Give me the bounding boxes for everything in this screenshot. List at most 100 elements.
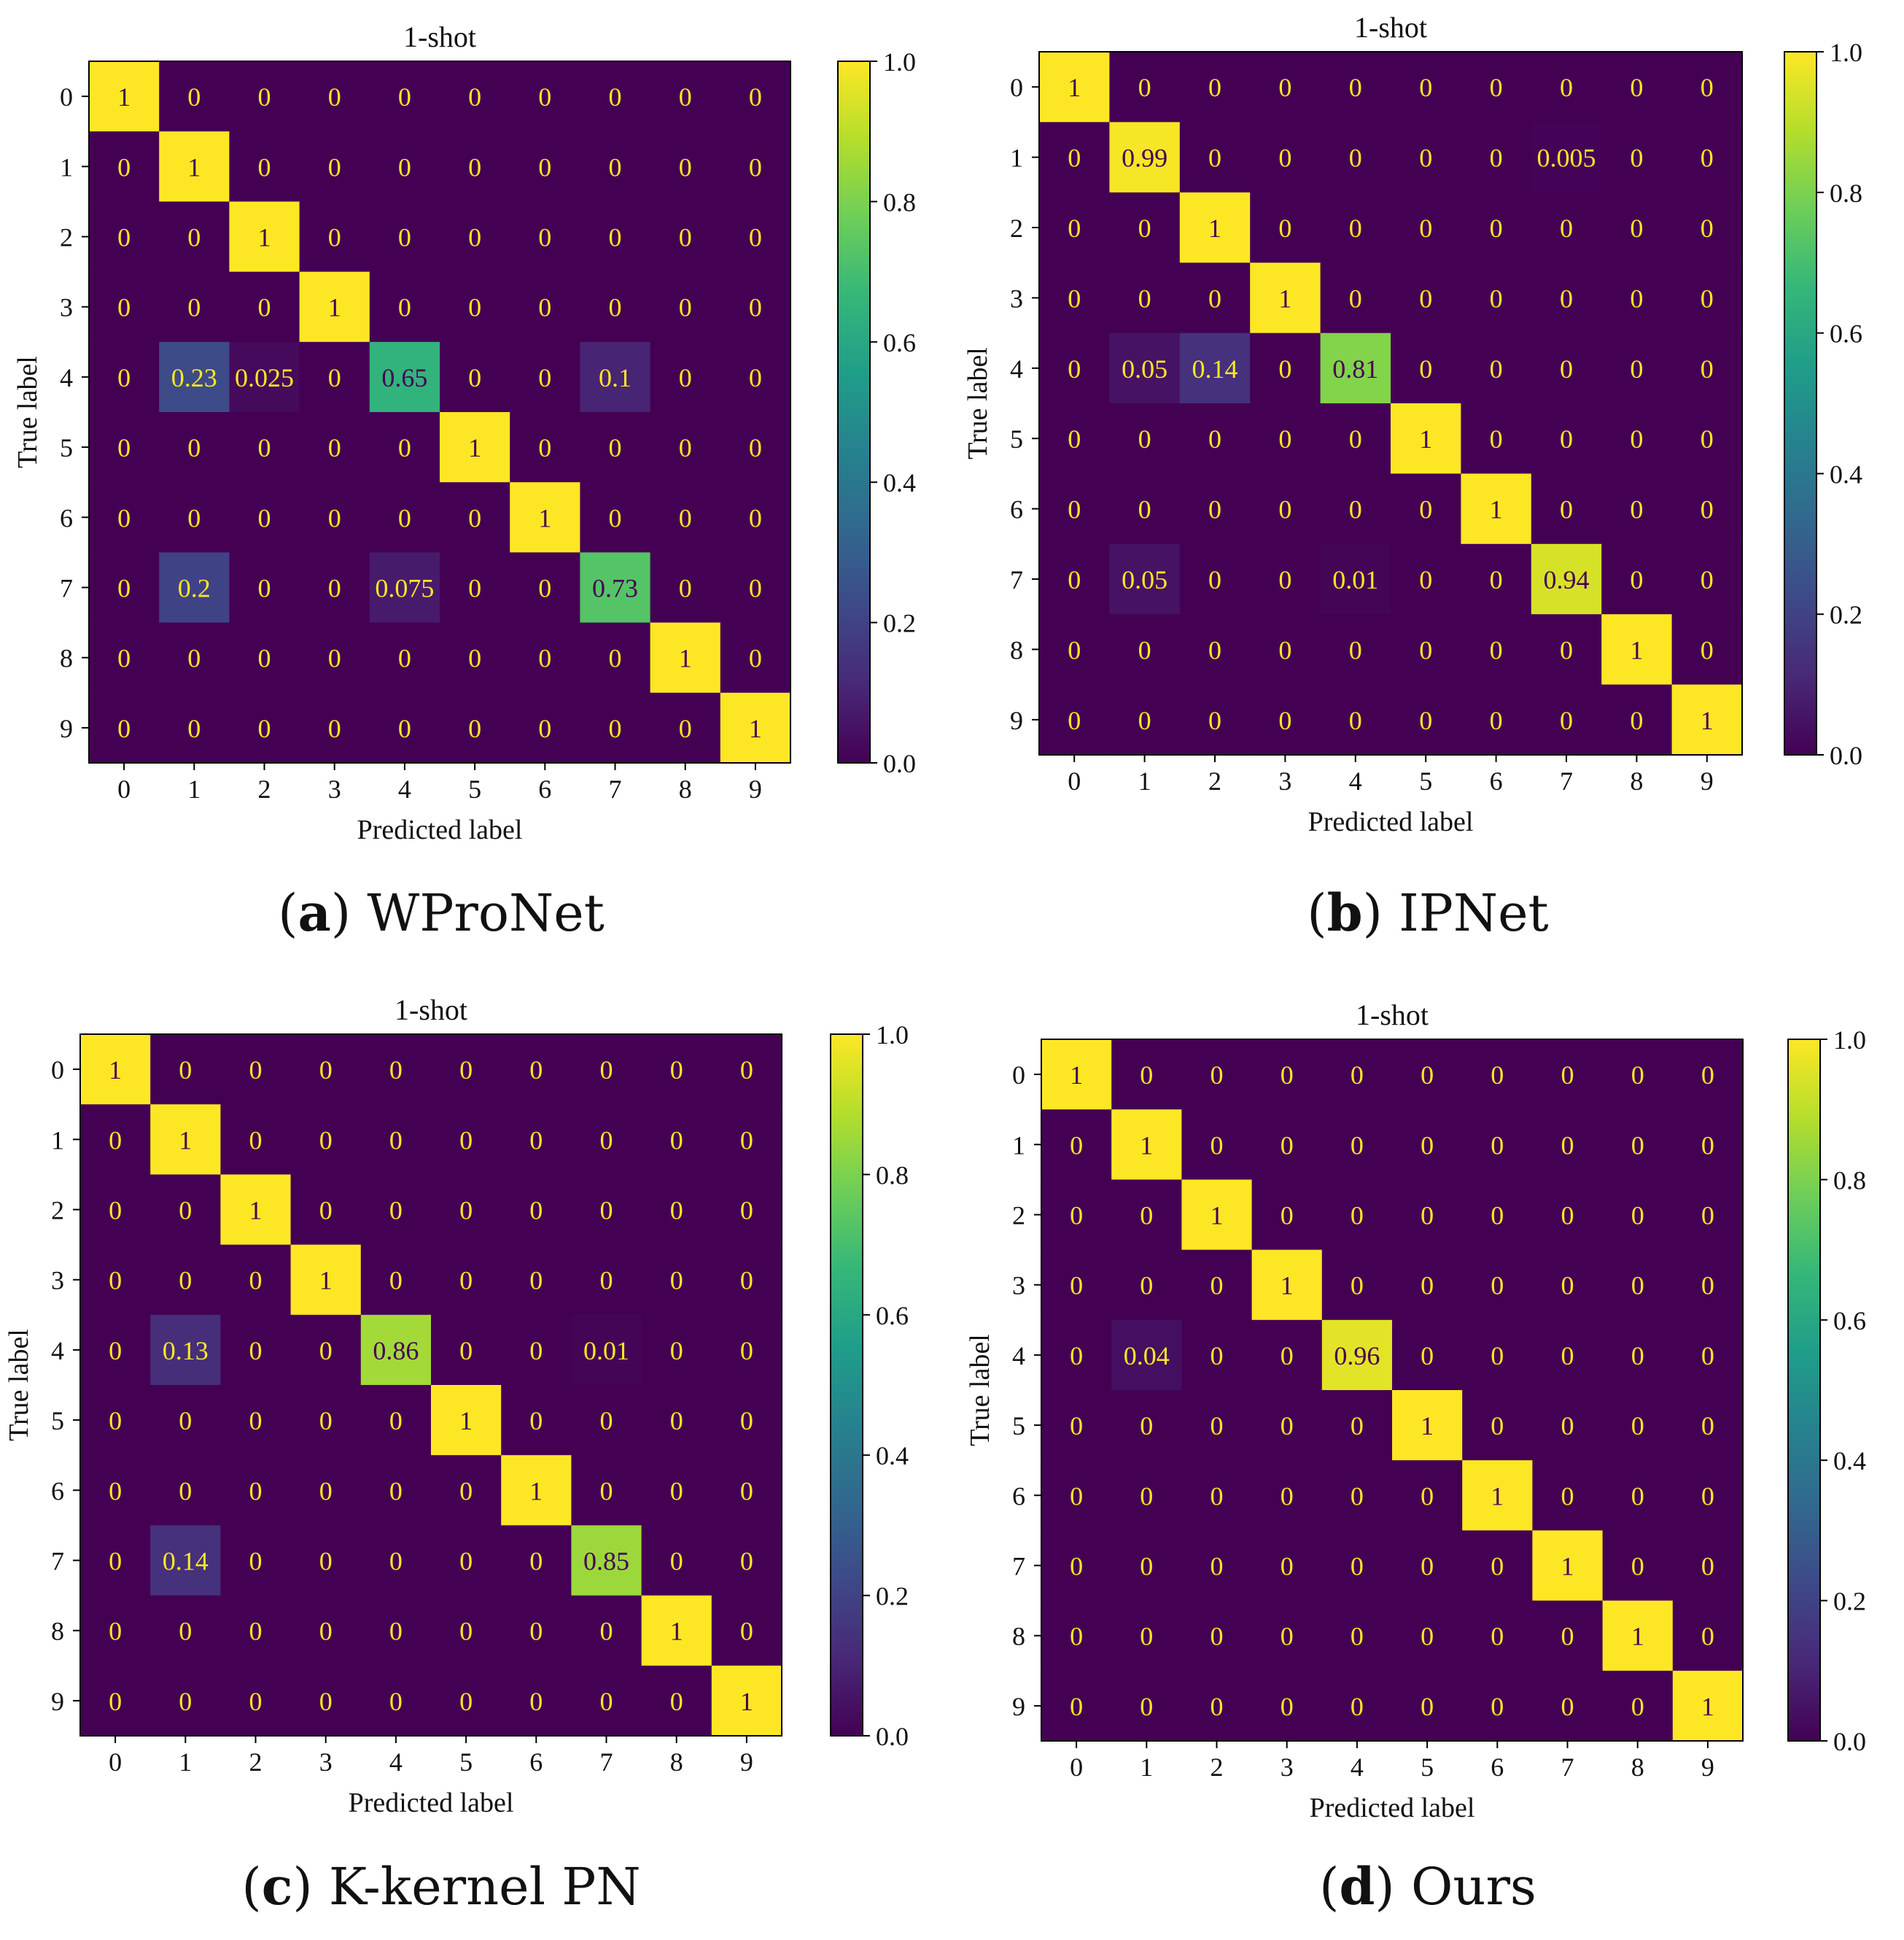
heatmap-cell bbox=[1671, 684, 1743, 756]
cell-value-label: 0 bbox=[179, 1196, 192, 1225]
colorbar-tick-label: 1.0 bbox=[883, 47, 916, 77]
cell-value-label: 0.96 bbox=[1334, 1341, 1380, 1370]
x-tick-label: 9 bbox=[740, 1747, 753, 1777]
chart-title: 1-shot bbox=[403, 20, 476, 53]
heatmap-cell bbox=[1462, 1249, 1533, 1321]
heatmap-cell bbox=[1179, 192, 1251, 263]
heatmap-cell bbox=[1602, 1670, 1674, 1742]
cell-value-label: 1 bbox=[670, 1617, 683, 1646]
cell-value-label: 0 bbox=[1630, 73, 1643, 102]
caption-panel-c: (c) K-kernel PN bbox=[241, 1856, 641, 1917]
cell-value-label: 0 bbox=[1419, 214, 1432, 243]
cell-value-label: 0 bbox=[1278, 706, 1291, 735]
caption-tag-c: c bbox=[261, 1856, 293, 1917]
cell-value-label: 0 bbox=[328, 223, 341, 252]
cell-value-label: 0 bbox=[538, 644, 551, 673]
heatmap-cell bbox=[1320, 473, 1391, 545]
heatmap-cell bbox=[711, 1244, 782, 1316]
x-axis-label: Predicted label bbox=[1308, 807, 1474, 837]
cell-value-label: 0 bbox=[1419, 565, 1432, 594]
caption-panel-a: (a) WProNet bbox=[278, 882, 605, 943]
heatmap-cell bbox=[1391, 614, 1461, 686]
cell-value-label: 0 bbox=[1490, 706, 1503, 735]
y-tick-label: 6 bbox=[1012, 1481, 1025, 1510]
cell-value-label: 0 bbox=[1419, 284, 1432, 313]
cell-value-label: 0 bbox=[1561, 1481, 1574, 1510]
colorbar-tick-label: 0.2 bbox=[1830, 600, 1862, 629]
cell-value-label: 0 bbox=[740, 1336, 753, 1365]
x-tick-label: 5 bbox=[1419, 767, 1432, 796]
heatmap-cell bbox=[290, 1314, 362, 1386]
heatmap-cell bbox=[1251, 1109, 1323, 1180]
cell-value-label: 0 bbox=[179, 1687, 192, 1716]
heatmap-cell bbox=[1109, 192, 1181, 263]
heatmap-cell bbox=[220, 1455, 292, 1526]
heatmap-cell bbox=[501, 1525, 572, 1596]
heatmap-cell bbox=[220, 1385, 292, 1456]
heatmap-cell bbox=[1391, 333, 1461, 404]
cell-value-label: 0 bbox=[1070, 1341, 1083, 1370]
caption-tag-a: a bbox=[298, 882, 331, 943]
heatmap-cell bbox=[1321, 1249, 1393, 1321]
cell-value-label: 0 bbox=[1701, 144, 1714, 173]
heatmap-cell bbox=[1532, 1249, 1604, 1321]
heatmap-cell bbox=[1250, 192, 1321, 263]
cell-value-label: 0 bbox=[1421, 1201, 1434, 1230]
y-tick-label: 0 bbox=[1010, 73, 1023, 102]
heatmap-cell bbox=[1672, 1249, 1744, 1321]
heatmap-cell bbox=[510, 622, 580, 694]
caption-method-b: IPNet bbox=[1399, 883, 1549, 943]
heatmap-cell bbox=[1251, 1179, 1323, 1251]
cell-value-label: 0 bbox=[1490, 424, 1503, 454]
cell-value-label: 0 bbox=[109, 1196, 122, 1225]
x-tick-label: 2 bbox=[258, 775, 271, 804]
heatmap-cell bbox=[220, 1174, 292, 1246]
heatmap-cell bbox=[1250, 403, 1321, 474]
heatmap-cell bbox=[220, 1525, 292, 1596]
heatmap-cell bbox=[299, 271, 370, 343]
heatmap-cell bbox=[580, 341, 651, 413]
caption-tag-d: d bbox=[1339, 1856, 1375, 1917]
cell-value-label: 0 bbox=[749, 363, 762, 392]
cell-value-label: 1 bbox=[1491, 1481, 1504, 1510]
cell-value-label: 0 bbox=[679, 363, 692, 392]
cell-value-label: 0 bbox=[1068, 144, 1081, 173]
colorbar-tick-label: 0.0 bbox=[883, 749, 916, 778]
y-tick-label: 4 bbox=[1010, 354, 1023, 384]
cell-value-label: 1 bbox=[740, 1687, 753, 1716]
heatmap-cell bbox=[1602, 1390, 1674, 1461]
cell-value-label: 0 bbox=[1068, 706, 1081, 735]
cell-value-label: 0 bbox=[1208, 495, 1221, 524]
heatmap-cell bbox=[510, 692, 580, 764]
heatmap-cell bbox=[501, 1104, 572, 1175]
heatmap-cell bbox=[1462, 1390, 1533, 1461]
x-tick-label: 3 bbox=[328, 775, 341, 804]
heatmap-cell bbox=[80, 1104, 151, 1175]
cell-value-label: 0 bbox=[459, 1476, 473, 1505]
heatmap-cell bbox=[510, 61, 580, 132]
y-tick-label: 2 bbox=[1010, 214, 1023, 243]
heatmap-cell bbox=[440, 341, 510, 413]
heatmap-cell bbox=[1532, 1179, 1604, 1251]
cell-value-label: 0 bbox=[1701, 565, 1714, 594]
cell-value-label: 0 bbox=[1630, 706, 1643, 735]
heatmap-cell bbox=[720, 482, 791, 553]
cell-value-label: 1 bbox=[179, 1125, 192, 1155]
cell-value-label: 0 bbox=[398, 293, 411, 322]
cell-value-label: 0 bbox=[529, 1687, 543, 1716]
cell-value-label: 0 bbox=[468, 152, 481, 182]
cell-value-label: 0 bbox=[1560, 73, 1573, 102]
cell-value-label: 0 bbox=[1349, 214, 1362, 243]
cell-value-label: 0 bbox=[1211, 1692, 1224, 1721]
heatmap-cell bbox=[1461, 543, 1532, 615]
heatmap-cell bbox=[440, 201, 510, 273]
heatmap-cell bbox=[229, 412, 300, 483]
heatmap-cell bbox=[1392, 1670, 1463, 1742]
heatmap-cell bbox=[229, 622, 300, 694]
cell-value-label: 0 bbox=[1561, 1692, 1574, 1721]
cell-value-label: 0 bbox=[1211, 1271, 1224, 1300]
cell-value-label: 1 bbox=[1701, 1692, 1714, 1721]
heatmap-cell bbox=[440, 131, 510, 202]
cell-value-label: 0 bbox=[398, 503, 411, 532]
cell-value-label: 0.1 bbox=[599, 363, 632, 392]
